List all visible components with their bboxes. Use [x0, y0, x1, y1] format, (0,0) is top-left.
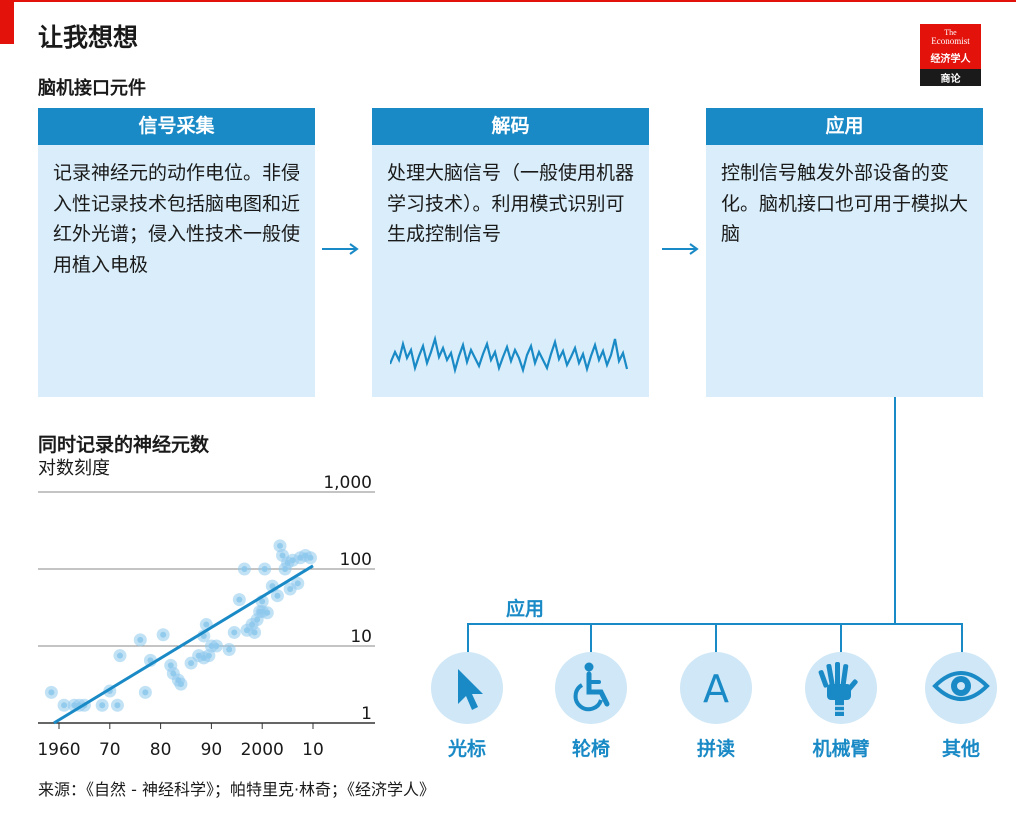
- data-point: [203, 621, 210, 628]
- connector-vertical: [894, 397, 896, 624]
- data-point: [177, 681, 184, 688]
- svg-text:A: A: [703, 667, 729, 711]
- data-point: [269, 583, 276, 590]
- panel-application: 应用 控制信号触发外部设备的变化。脑机接口也可用于模拟大脑: [706, 108, 983, 397]
- x-tick-label: 90: [201, 740, 223, 760]
- data-point: [236, 596, 243, 603]
- economist-logo: The Economist 经济学人 商论: [920, 24, 981, 86]
- data-point: [287, 585, 294, 592]
- panel-header: 解码: [372, 108, 649, 145]
- x-tick-label: 70: [99, 740, 121, 760]
- connector-drop: [715, 623, 717, 655]
- red-tab: [0, 0, 14, 44]
- source-note: 来源：《自然 - 神经科学》；帕特里克·林奇；《经济学人》: [38, 780, 436, 799]
- panel-body: 控制信号触发外部设备的变化。脑机接口也可用于模拟大脑: [721, 162, 969, 245]
- panel-decoding: 解码 处理大脑信号（一般使用机器学习技术）。利用模式识别可生成控制信号: [372, 108, 649, 397]
- data-point: [114, 702, 121, 709]
- panel-body: 处理大脑信号（一般使用机器学习技术）。利用模式识别可生成控制信号: [387, 162, 635, 245]
- x-tick-label: 2000: [241, 740, 284, 760]
- data-point: [254, 616, 261, 623]
- data-point: [99, 702, 106, 709]
- connector-drop: [590, 623, 592, 655]
- panel-header: 信号采集: [38, 108, 315, 145]
- y-tick-label: 1,000: [323, 473, 372, 493]
- data-point: [274, 592, 281, 599]
- data-point: [61, 702, 68, 709]
- app-label-cursor: 光标: [447, 738, 486, 760]
- logo-line-1: The: [944, 28, 957, 37]
- arrow-right-icon: [662, 243, 699, 255]
- panel-header: 应用: [706, 108, 983, 145]
- data-point: [261, 566, 268, 572]
- app-label-spelling: 拼读: [696, 738, 735, 760]
- chart-subtitle: 对数刻度: [38, 458, 110, 479]
- data-point: [205, 652, 212, 659]
- trend-line: [53, 564, 314, 725]
- letter-a-icon: A: [680, 652, 752, 724]
- app-label-robot-arm: 机械臂: [812, 738, 870, 760]
- data-point: [241, 566, 248, 572]
- app-label-other: 其他: [941, 738, 980, 760]
- data-point: [264, 609, 271, 616]
- x-tick-label: 80: [150, 740, 172, 760]
- data-point: [167, 662, 174, 669]
- data-point: [276, 542, 283, 549]
- y-tick-label: 1: [361, 704, 372, 724]
- x-tick-label: 10: [302, 740, 324, 760]
- wheelchair-icon: [555, 652, 627, 724]
- data-point: [279, 552, 286, 559]
- logo-line-4: 商论: [940, 74, 961, 85]
- applications-title: 应用: [506, 598, 545, 620]
- page-title: 让我想想: [38, 23, 139, 52]
- data-point: [251, 629, 258, 636]
- y-tick-label: 10: [350, 627, 372, 647]
- data-point: [213, 643, 220, 649]
- top-rule: [0, 0, 1016, 2]
- connector-drop: [467, 623, 469, 655]
- panel-signal-acquisition: 信号采集 记录神经元的动作电位。非侵入性记录技术包括脑电图和近红外光谱；侵入性技…: [38, 108, 315, 397]
- data-point: [116, 652, 123, 659]
- data-point: [259, 598, 266, 605]
- panel-body: 记录神经元的动作电位。非侵入性记录技术包括脑电图和近红外光谱；侵入性技术一般使用…: [53, 162, 301, 276]
- data-point: [294, 580, 301, 587]
- data-point: [137, 636, 144, 643]
- data-point: [48, 689, 55, 696]
- data-point: [226, 646, 233, 653]
- logo-bar: [920, 69, 981, 86]
- data-point: [188, 660, 195, 667]
- chart-title: 同时记录的神经元数: [38, 434, 210, 456]
- robot-arm-icon: [805, 652, 877, 724]
- logo-line-2: Economist: [931, 36, 970, 46]
- section-subtitle: 脑机接口元件: [38, 78, 146, 99]
- data-point: [307, 554, 314, 561]
- connector-drop: [961, 623, 963, 655]
- app-label-wheelchair: 轮椅: [571, 738, 610, 760]
- connector-drop: [840, 623, 842, 655]
- data-point: [160, 631, 167, 638]
- data-point: [142, 689, 149, 696]
- brain-signal-wave: [390, 334, 629, 375]
- cursor-icon: [431, 652, 503, 724]
- eye-icon: [925, 652, 997, 724]
- arrow-right-icon: [322, 243, 359, 255]
- y-tick-label: 100: [340, 550, 372, 570]
- x-tick-label: 1960: [37, 740, 80, 760]
- logo-line-3: 经济学人: [930, 54, 971, 65]
- data-point: [231, 629, 238, 636]
